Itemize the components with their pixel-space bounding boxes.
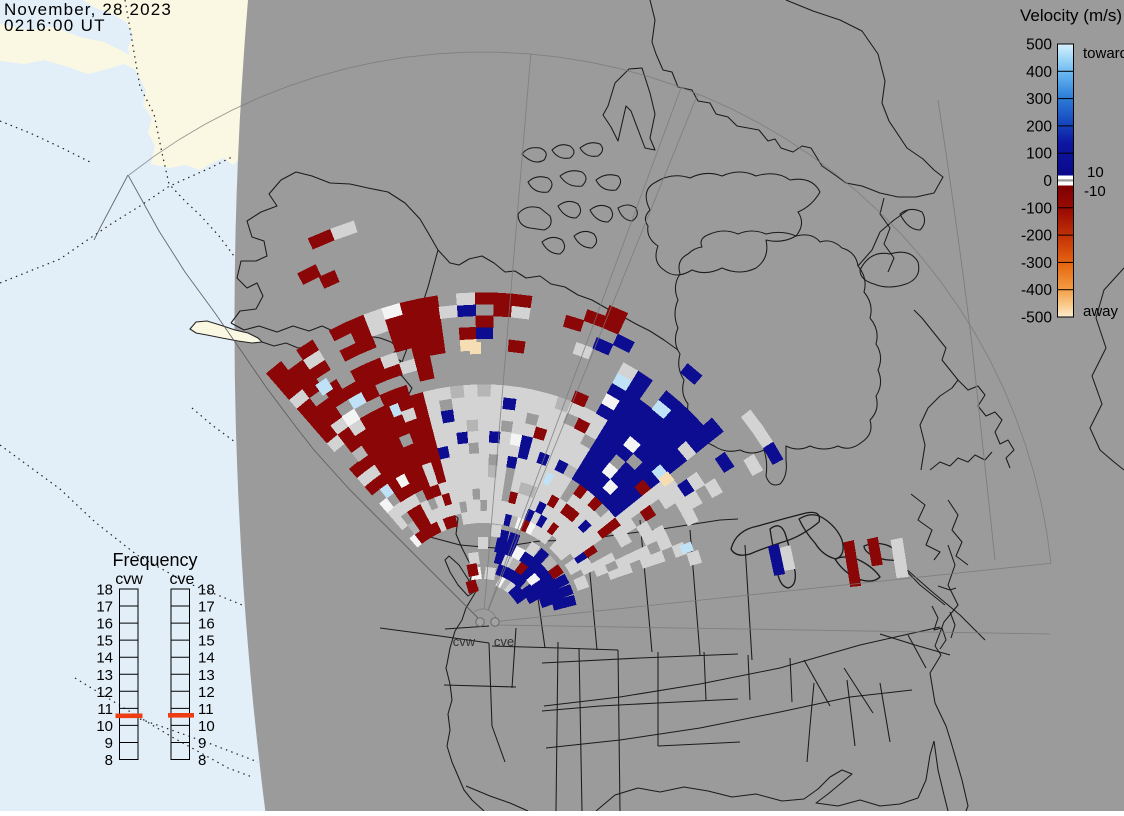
svg-text:cvw: cvw xyxy=(453,634,476,649)
svg-text:-200: -200 xyxy=(1021,228,1052,245)
svg-text:13: 13 xyxy=(198,667,215,684)
svg-text:400: 400 xyxy=(1026,64,1052,81)
svg-text:9: 9 xyxy=(198,735,206,752)
svg-text:12: 12 xyxy=(96,684,113,701)
svg-text:18: 18 xyxy=(96,582,113,599)
svg-text:18: 18 xyxy=(198,582,215,599)
svg-text:12: 12 xyxy=(198,684,215,701)
svg-text:November, 28 2023: November, 28 2023 xyxy=(4,0,172,19)
svg-text:-500: -500 xyxy=(1021,310,1052,327)
svg-text:-300: -300 xyxy=(1021,255,1052,272)
svg-text:11: 11 xyxy=(97,701,113,718)
svg-text:cvw: cvw xyxy=(115,571,143,588)
svg-text:Velocity (m/s): Velocity (m/s) xyxy=(1020,6,1122,25)
svg-text:-400: -400 xyxy=(1021,282,1052,299)
svg-text:9: 9 xyxy=(105,735,113,752)
svg-text:10: 10 xyxy=(96,718,113,735)
svg-text:16: 16 xyxy=(96,616,113,633)
svg-text:cve: cve xyxy=(170,571,195,588)
svg-text:14: 14 xyxy=(96,650,113,667)
svg-text:14: 14 xyxy=(198,650,215,667)
svg-text:13: 13 xyxy=(96,667,113,684)
svg-text:11: 11 xyxy=(198,701,214,718)
svg-text:500: 500 xyxy=(1026,37,1052,54)
svg-text:toward: toward xyxy=(1083,45,1124,62)
svg-text:8: 8 xyxy=(105,752,113,769)
svg-text:0216:00 UT: 0216:00 UT xyxy=(4,16,106,35)
svg-text:away: away xyxy=(1083,303,1119,320)
svg-text:10: 10 xyxy=(1087,164,1104,181)
svg-text:8: 8 xyxy=(198,752,206,769)
svg-text:200: 200 xyxy=(1026,118,1052,135)
svg-text:15: 15 xyxy=(96,633,113,650)
svg-text:16: 16 xyxy=(198,616,215,633)
svg-text:-10: -10 xyxy=(1084,183,1106,200)
svg-text:17: 17 xyxy=(96,599,113,616)
svg-text:15: 15 xyxy=(198,633,215,650)
svg-text:-100: -100 xyxy=(1021,200,1052,217)
svg-text:100: 100 xyxy=(1026,146,1052,163)
svg-text:cve: cve xyxy=(494,634,514,649)
svg-text:300: 300 xyxy=(1026,91,1052,108)
svg-text:10: 10 xyxy=(198,718,215,735)
svg-text:Frequency: Frequency xyxy=(112,550,197,570)
svg-text:0: 0 xyxy=(1043,173,1052,190)
svg-text:17: 17 xyxy=(198,599,215,616)
